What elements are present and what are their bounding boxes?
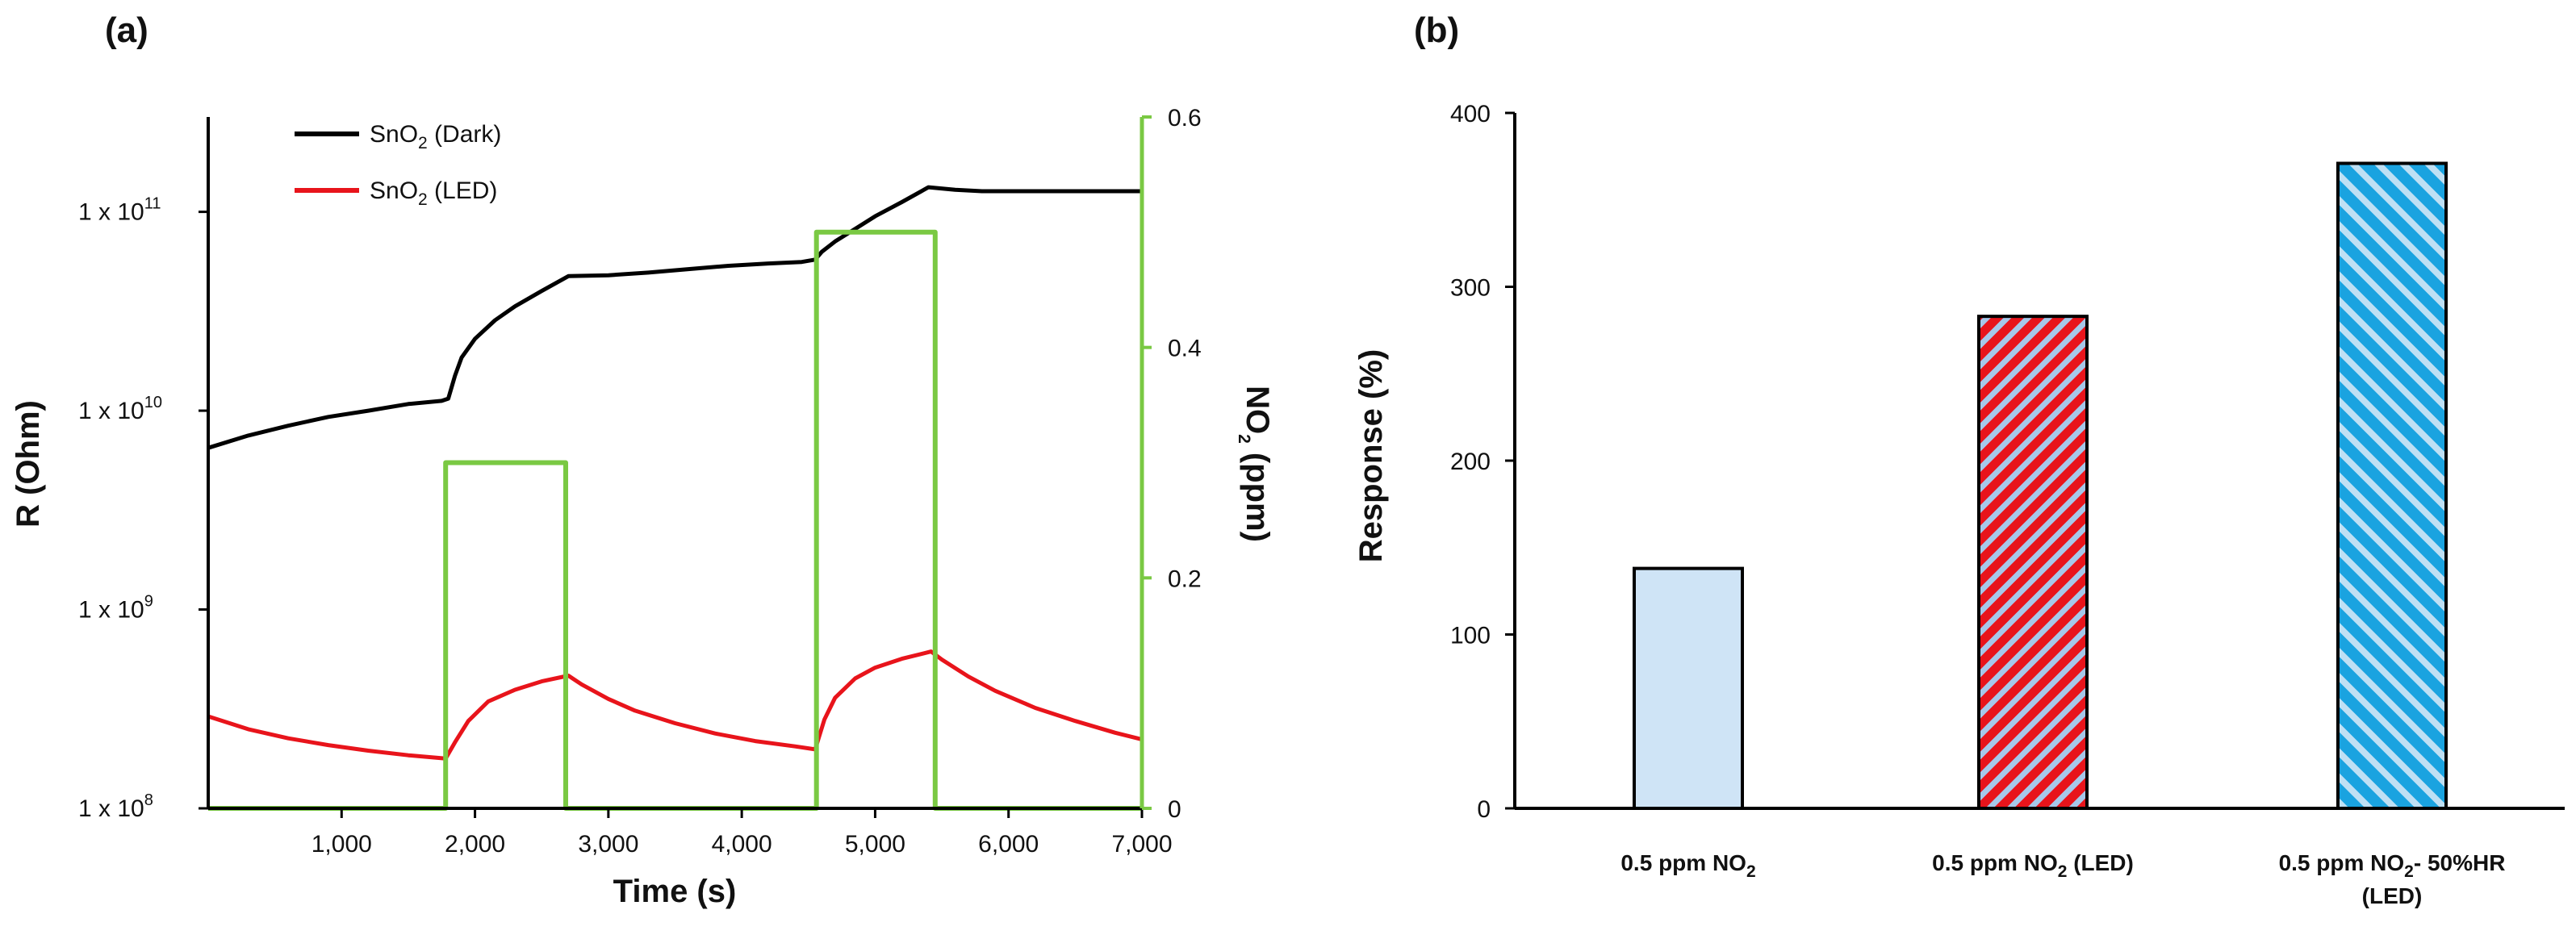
b-y-axis-label: Response (%): [1353, 349, 1389, 563]
bar-1: [1633, 566, 1744, 810]
panel-label-b: (b): [1414, 10, 1459, 50]
right-y-axis-label: NO2 (ppm): [1235, 386, 1275, 542]
x-tick-label: 4,000: [712, 831, 772, 858]
bar-2: [1977, 315, 2089, 810]
legend-label-led: SnO2 (LED): [370, 177, 497, 209]
right-y-tick-label: 0.2: [1168, 566, 1202, 592]
left-y-ticks: 1 x 108 1 x 109 1 x 1010 1 x 1011: [78, 195, 208, 822]
series-line-0: [207, 185, 1142, 450]
x-ticks: 1,000 2,000 3,000 4,000 5,000 6,000 7,000: [312, 808, 1173, 858]
panel-label-a: (a): [105, 10, 148, 50]
b-category-labels: 0.5 ppm NO2 0.5 ppm NO2 (LED) 0.5 ppm NO2-…: [1620, 850, 2505, 908]
series-line-1: [207, 649, 1143, 761]
left-y-tick-label: 1 x 1010: [78, 394, 162, 424]
category-label-3: 0.5 ppm NO2- 50%HR: [2279, 850, 2506, 881]
b-y-tick-label: 300: [1450, 275, 1491, 302]
panel-a-series: [207, 185, 1143, 811]
category-label-3-line2: (LED): [2362, 883, 2423, 908]
category-label-2: 0.5 ppm NO2 (LED): [1932, 850, 2134, 881]
left-y-tick-label: 1 x 108: [78, 791, 153, 822]
right-y-tick-label: 0: [1168, 796, 1181, 823]
panel-b: 0 100 200 300 400 0.5 ppm NO2 0.5 ppm NO2 (LE…: [1353, 101, 2565, 908]
b-y-tick-label: 400: [1450, 101, 1491, 127]
right-y-ticks: 0 0.2 0.4 0.6: [1142, 105, 1202, 823]
left-y-axis-label: R (Ohm): [10, 400, 46, 528]
x-tick-label: 7,000: [1111, 831, 1172, 858]
b-y-tick-label: 100: [1450, 623, 1491, 649]
x-tick-label: 6,000: [978, 831, 1039, 858]
b-y-tick-label: 200: [1450, 449, 1491, 475]
bar-3: [2336, 161, 2448, 810]
x-axis-label: Time (s): [613, 874, 737, 909]
left-y-tick-label: 1 x 109: [78, 593, 153, 624]
x-tick-label: 1,000: [312, 831, 372, 858]
legend-label-dark: SnO2 (Dark): [370, 121, 501, 152]
x-tick-label: 5,000: [845, 831, 905, 858]
b-y-tick-label: 0: [1477, 796, 1491, 823]
b-y-ticks: 0 100 200 300 400: [1450, 101, 1515, 823]
x-tick-label: 3,000: [578, 831, 638, 858]
right-y-tick-label: 0.4: [1168, 336, 1202, 362]
x-tick-label: 2,000: [445, 831, 505, 858]
bars: [1633, 161, 2448, 810]
legend: SnO2 (Dark) SnO2 (LED): [295, 121, 501, 209]
left-y-tick-label: 1 x 1011: [78, 195, 161, 226]
category-label-1: 0.5 ppm NO2: [1620, 850, 1755, 881]
right-y-tick-label: 0.6: [1168, 105, 1202, 131]
panel-a: 1,000 2,000 3,000 4,000 5,000 6,000 7,000 1 x …: [10, 105, 1275, 909]
